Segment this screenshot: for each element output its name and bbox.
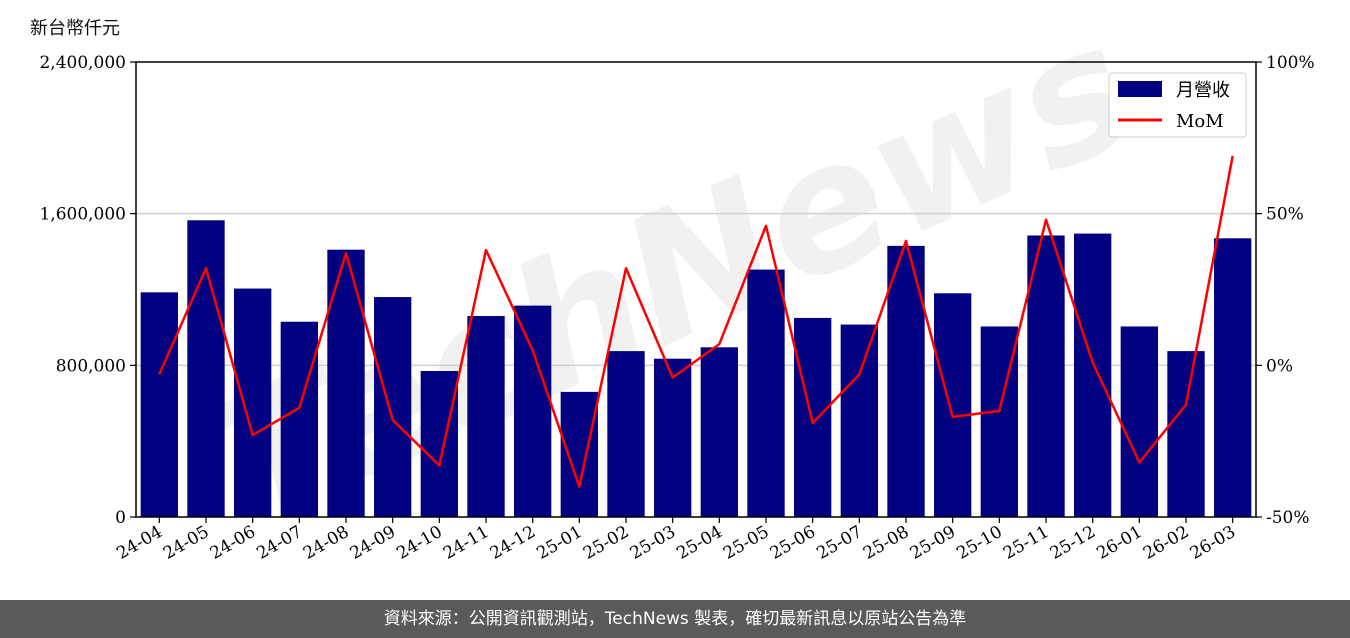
bar [934,293,972,517]
mom-line [158,155,1234,488]
x-tick-label: 25-02 [580,522,632,564]
bar [420,371,458,517]
y-left-tick-label: 800,000 [56,356,126,376]
bar [794,317,832,517]
x-tick-label: 25-01 [533,522,585,564]
bar [607,351,645,517]
y-right-tick-label: 100% [1266,53,1315,73]
y-right-tick-label: 0% [1266,356,1293,376]
x-tick-label: 24-11 [440,522,492,564]
bar [234,288,272,517]
x-tick-label: 24-10 [393,522,445,564]
x-tick-label: 24-04 [113,522,165,564]
x-tick-label: 26-02 [1140,522,1192,564]
bar [1120,326,1158,517]
y-left-tick-label: 0 [115,508,126,528]
x-tick-label: 25-03 [627,522,679,564]
bar [560,391,598,517]
x-tick-label: 25-04 [673,522,725,564]
x-tick-label: 24-12 [487,522,539,564]
y-axis-unit-label: 新台幣仟元 [30,18,120,39]
bar [187,220,225,518]
x-tick-label: 25-11 [1000,522,1052,564]
x-tick-label: 25-09 [907,522,959,564]
line-series [158,155,1234,488]
x-tick-label: 26-03 [1187,522,1239,564]
x-tick-label: 25-08 [860,522,912,564]
y-right-tick-label: 50% [1266,205,1304,225]
x-tick-label: 24-06 [207,522,259,564]
bar [140,292,178,517]
bar [840,324,878,517]
bar [514,305,552,517]
x-tick-label: 25-12 [1047,522,1099,564]
y-left-tick-label: 1,600,000 [39,205,126,225]
bar [1027,235,1065,517]
x-tick-label: 25-05 [720,522,772,564]
bar [747,269,785,517]
bar [1074,233,1112,517]
legend: 月營收 MoM [1108,72,1247,138]
y-right-tick-label: -50% [1266,508,1310,528]
x-tick-label: 26-01 [1093,522,1145,564]
legend-label-revenue: 月營收 [1176,80,1230,101]
plot-frame [135,61,1257,518]
bar [1214,238,1252,517]
legend-bar-swatch [1118,81,1162,97]
x-tick-label: 24-05 [160,522,212,564]
x-tick-label: 25-10 [953,522,1005,564]
y-left-tick-label: 2,400,000 [39,53,126,73]
bar [700,347,738,517]
chart: TechNews 0800,0001,600,0002,400,000-50%0… [39,0,1315,567]
x-tick-label: 25-06 [767,522,819,564]
legend-label-mom: MoM [1176,111,1224,132]
bar [1167,351,1205,517]
bar [280,321,318,517]
bar [327,249,365,517]
bar [374,297,412,517]
bar [467,316,505,517]
footer-source-note: 資料來源：公開資訊觀測站，TechNews 製表，確切最新訊息以原站公告為準 [0,600,1350,638]
grid-lines [136,212,1256,367]
bar-series [140,220,1252,518]
bar [654,358,692,517]
x-tick-label: 25-07 [813,522,865,564]
